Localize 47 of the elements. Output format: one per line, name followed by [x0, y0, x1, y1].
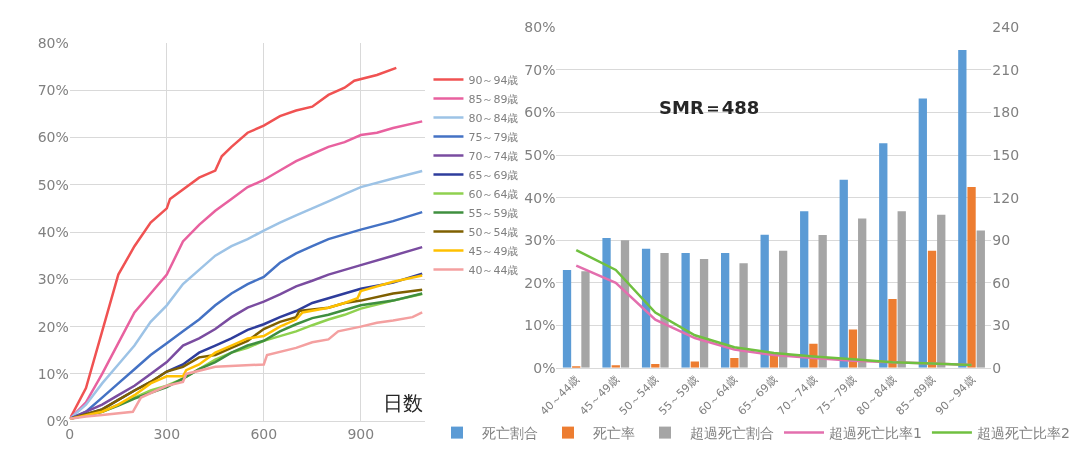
y2-tick-label: 60 — [992, 274, 1011, 291]
annotation: SMR＝488 — [659, 97, 760, 118]
y2-tick-label: 180 — [992, 104, 1020, 121]
y2-tick-label: 150 — [992, 146, 1020, 163]
x-tick-label: 300 — [153, 426, 181, 443]
x-axis-title: 日数 — [383, 391, 423, 415]
legend-label: 75～79歳 — [468, 130, 519, 144]
y-tick-label: 60% — [37, 129, 69, 146]
y2-tick-label: 240 — [992, 19, 1020, 36]
legend-label: 60～64歳 — [468, 187, 519, 201]
legend-label: 超過死亡比率1 — [829, 425, 922, 442]
legend-label: 40～44歳 — [468, 263, 519, 277]
y-tick-label: 20% — [37, 318, 69, 335]
legend-label: 70～74歳 — [468, 149, 519, 163]
y-tick-label: 0% — [533, 359, 556, 376]
y2-tick-label: 90 — [992, 232, 1011, 249]
y-tick-label: 70% — [37, 82, 69, 99]
y2-tick-label: 30 — [992, 317, 1011, 334]
y-tick-label: 40% — [524, 189, 556, 206]
legend-label: 死亡率 — [593, 425, 635, 442]
legend-label: 85～89歳 — [468, 92, 519, 106]
y-tick-label: 10% — [524, 317, 556, 334]
y-tick-label: 60% — [524, 104, 556, 121]
legend-label: 90～94歳 — [468, 73, 519, 87]
legend-label: 55～59歳 — [468, 206, 519, 220]
y2-tick-label: 210 — [992, 61, 1020, 78]
y2-tick-label: 0 — [992, 359, 1002, 376]
legend-label: 50～54歳 — [468, 225, 519, 239]
y-tick-label: 50% — [524, 146, 556, 163]
y-tick-label: 30% — [524, 232, 556, 249]
y-tick-label: 40% — [37, 223, 69, 240]
y-tick-label: 20% — [524, 274, 556, 291]
legend-label: 65～69歳 — [468, 168, 519, 182]
legend-label: 80～84歳 — [468, 111, 519, 125]
y2-tick-label: 120 — [992, 189, 1020, 206]
legend-label: 超過死亡割合 — [690, 425, 774, 442]
y-tick-label: 10% — [37, 365, 69, 382]
y-tick-label: 80% — [524, 19, 556, 36]
y-tick-label: 80% — [37, 34, 69, 51]
y-tick-label: 50% — [37, 176, 69, 193]
legend-label: 死亡割合 — [482, 425, 538, 442]
y-tick-label: 70% — [524, 61, 556, 78]
x-tick-label: 900 — [347, 426, 375, 443]
legend-label: 45～49歳 — [468, 244, 519, 258]
x-tick-label: 600 — [250, 426, 278, 443]
y-tick-label: 30% — [37, 271, 69, 288]
legend-label: 超過死亡比率2 — [976, 425, 1070, 442]
